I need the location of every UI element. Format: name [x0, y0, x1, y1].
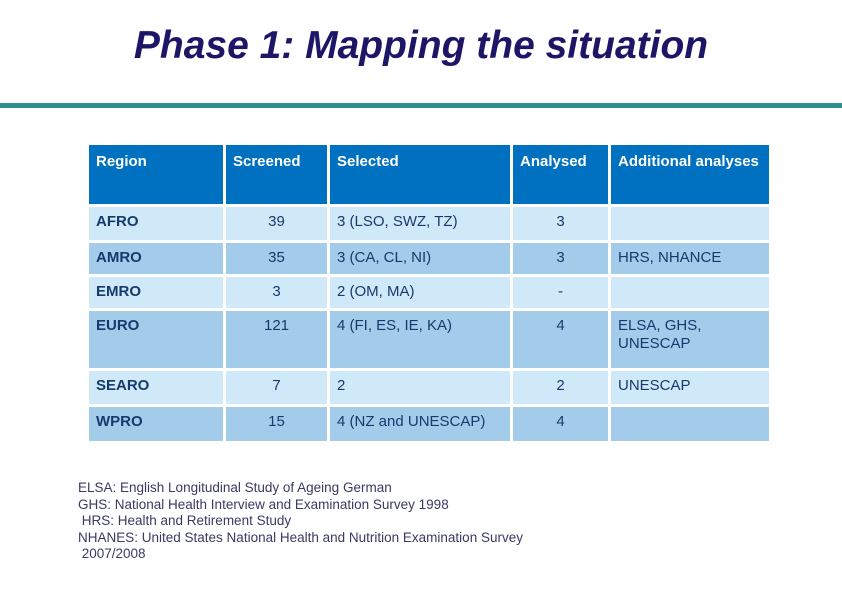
cell-afro-screened: 39 — [226, 207, 327, 240]
footnote-line-hrs: HRS: Health and Retirement Study — [78, 513, 292, 528]
cell-amro-screened: 35 — [226, 243, 327, 274]
col-header-screened: Screened — [226, 145, 327, 204]
cell-amro-selected: 3 (CA, CL, NI) — [330, 243, 510, 274]
col-header-selected: Selected — [330, 145, 510, 204]
cell-searo-additional: UNESCAP — [611, 371, 769, 404]
title-divider — [0, 103, 842, 108]
col-header-region: Region — [89, 145, 223, 204]
col-header-additional: Additional analyses — [611, 145, 769, 204]
cell-wpro-selected: 4 (NZ and UNESCAP) — [330, 407, 510, 441]
cell-searo-selected: 2 — [330, 371, 510, 404]
cell-amro-additional: HRS, NHANCE — [611, 243, 769, 274]
slide-title: Phase 1: Mapping the situation — [133, 24, 709, 67]
col-header-analysed: Analysed — [513, 145, 608, 204]
cell-afro-analysed: 3 — [513, 207, 608, 240]
footnote-line-elsa: ELSA: English Longitudinal Study of Agei… — [78, 480, 392, 495]
cell-euro-screened: 121 — [226, 311, 327, 368]
cell-afro-additional — [611, 207, 769, 240]
footnote-line-ghs: GHS: National Health Interview and Exami… — [78, 496, 449, 512]
footnote-line-year: 2007/2008 — [78, 546, 146, 561]
cell-searo-region: SEARO — [89, 371, 223, 404]
footnote-line-nhanes: NHANES: United States National Health an… — [78, 529, 523, 545]
cell-afro-selected: 3 (LSO, SWZ, TZ) — [330, 207, 510, 240]
cell-euro-additional: ELSA, GHS, UNESCAP — [611, 311, 769, 368]
cell-emro-screened: 3 — [226, 277, 327, 308]
cell-emro-selected: 2 (OM, MA) — [330, 277, 510, 308]
cell-emro-analysed: - — [513, 277, 608, 308]
cell-emro-additional — [611, 277, 769, 308]
cell-wpro-region: WPRO — [89, 407, 223, 441]
cell-euro-analysed: 4 — [513, 311, 608, 368]
cell-afro-region: AFRO — [89, 207, 223, 240]
cell-wpro-analysed: 4 — [513, 407, 608, 441]
cell-wpro-additional — [611, 407, 769, 441]
cell-emro-region: EMRO — [89, 277, 223, 308]
cell-searo-screened: 7 — [226, 371, 327, 404]
cell-euro-selected: 4 (FI, ES, IE, KA) — [330, 311, 510, 368]
cell-searo-analysed: 2 — [513, 371, 608, 404]
results-table: Region Screened Selected Analysed Additi… — [89, 145, 769, 441]
cell-amro-region: AMRO — [89, 243, 223, 274]
cell-euro-region: EURO — [89, 311, 223, 368]
cell-wpro-screened: 15 — [226, 407, 327, 441]
footnotes: ELSA: English Longitudinal Study of Agei… — [78, 480, 523, 563]
cell-amro-analysed: 3 — [513, 243, 608, 274]
